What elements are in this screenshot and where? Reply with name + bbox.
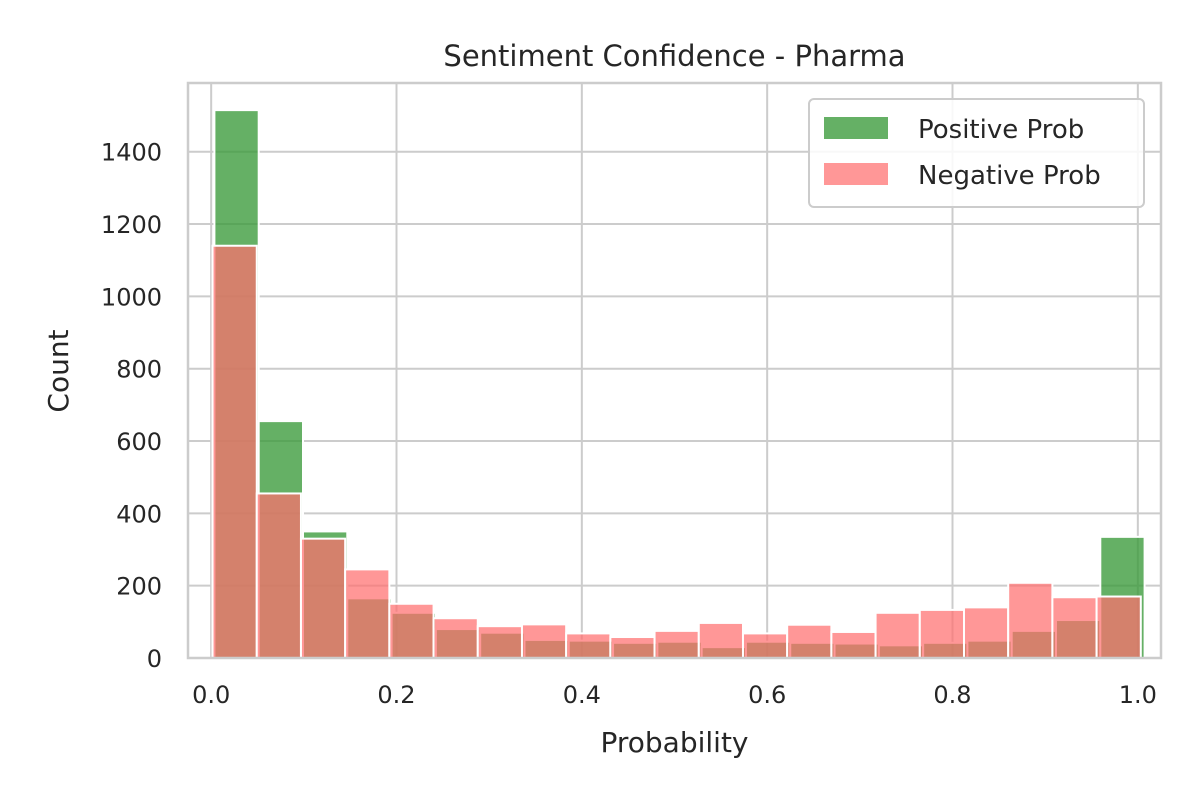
negative-prob-bar	[786, 623, 833, 659]
x-tick-label: 0.2	[377, 681, 415, 709]
chart-title: Sentiment Confidence - Pharma	[443, 39, 905, 73]
negative-prob-bar	[697, 621, 744, 660]
negative-prob-bar	[918, 608, 965, 660]
negative-prob-bar	[520, 623, 568, 659]
negative-prob-bar	[432, 617, 479, 660]
negative-prob-bar	[299, 537, 347, 660]
y-tick-label: 200	[116, 573, 162, 601]
negative-prob-bar	[344, 568, 391, 659]
negative-prob-bar	[962, 606, 1010, 660]
legend-label-positive: Positive Prob	[918, 115, 1084, 145]
x-axis-ticks: 0.0 0.2 0.4 0.6 0.8 1.0	[192, 681, 1157, 709]
negative-prob-bar	[255, 492, 302, 659]
y-tick-label: 1000	[101, 283, 162, 311]
y-axis-ticks: 0 200 400 600 800 1000 1200 1400	[101, 139, 162, 673]
y-tick-label: 1200	[101, 211, 162, 239]
negative-prob-bar	[1007, 581, 1054, 659]
series-1-bars	[211, 244, 1142, 660]
negative-prob-bar	[741, 632, 789, 660]
y-tick-label: 800	[116, 356, 162, 384]
x-tick-label: 0.8	[933, 681, 971, 709]
legend-frame	[808, 98, 1145, 208]
negative-prob-bar	[565, 632, 612, 660]
x-axis-label: Probability	[600, 726, 748, 759]
y-tick-label: 600	[116, 428, 162, 456]
negative-prob-bar	[388, 602, 435, 659]
legend-swatch-positive	[824, 117, 888, 139]
y-tick-label: 0	[147, 645, 162, 673]
legend: Positive Prob Negative Prob	[808, 98, 1145, 208]
x-tick-label: 0.4	[563, 681, 601, 709]
legend-label-negative: Negative Prob	[918, 161, 1101, 191]
negative-prob-bar	[653, 629, 700, 660]
negative-prob-bar	[1051, 596, 1098, 660]
plot-frame	[186, 81, 1163, 660]
negative-prob-bar	[476, 625, 523, 659]
x-tick-label: 0.6	[748, 681, 786, 709]
negative-prob-bar	[1095, 595, 1142, 660]
x-tick-label: 0.0	[192, 681, 230, 709]
y-tick-label: 1400	[101, 139, 162, 167]
negative-prob-bar	[609, 636, 656, 659]
bars-layer	[211, 109, 1146, 660]
x-tick-label: 1.0	[1119, 681, 1157, 709]
negative-prob-bar	[830, 630, 877, 660]
y-tick-label: 400	[116, 500, 162, 528]
negative-prob-bar	[874, 611, 921, 659]
legend-swatch-negative	[824, 163, 888, 185]
y-axis-label: Count	[42, 329, 75, 412]
negative-prob-bar	[211, 244, 258, 660]
